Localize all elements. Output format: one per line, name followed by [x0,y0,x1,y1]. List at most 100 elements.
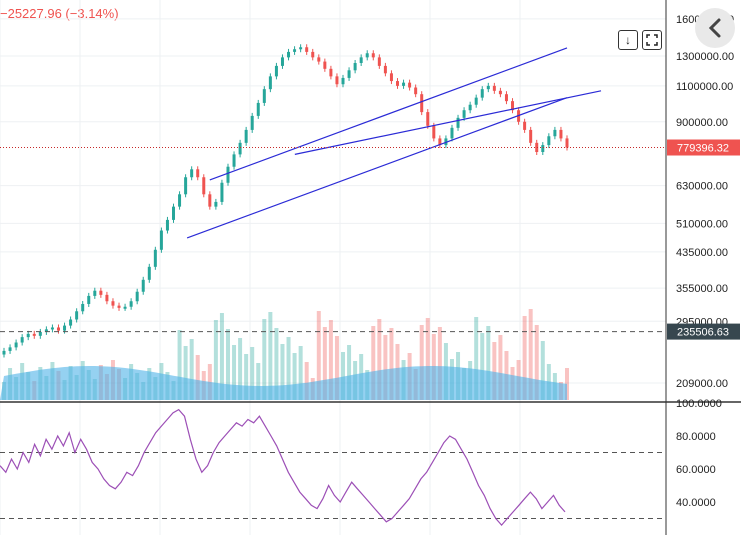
volume-bar [274,328,279,400]
volume-bar [425,318,430,400]
price-tick-label: 510000.00 [676,218,728,230]
candle-body [317,57,321,62]
volume-ma-area [0,366,567,400]
candle-body [438,138,442,146]
volume-bar [486,326,491,400]
candle-body [69,319,73,326]
volume-bar [189,339,194,400]
candle-body [456,117,460,128]
candle-body [408,82,412,88]
candle-body [44,329,48,332]
candle-body [426,112,430,126]
candle-body [420,94,424,113]
volume-bar [334,336,339,400]
volume-bar [268,312,273,400]
candle-body [480,89,484,98]
price-tick-label: 209000.00 [676,378,728,390]
volume-bar [213,320,218,400]
volume-bar [232,345,237,400]
scroll-down-button[interactable]: ↓ [618,30,638,50]
volume-bar [377,319,382,400]
candle-body [184,177,188,195]
fullscreen-button[interactable] [642,30,662,50]
candle-body [504,94,508,102]
candle-body [93,290,97,296]
candle-body [99,290,103,295]
candle-body [432,125,436,139]
volume-bar [244,354,249,400]
candle-body [486,85,490,90]
candle-body [20,337,24,343]
candle-body [389,73,393,82]
arrow-down-icon: ↓ [625,33,631,47]
volume-bar [292,353,297,400]
nav-back-button[interactable] [695,8,735,48]
channel-lines [0,47,666,333]
candle-body [56,327,60,331]
volume-bar [492,342,497,400]
candle-body [117,305,121,308]
current-price-tag: 779396.32 [677,143,729,155]
candle-body [123,306,127,309]
volume-bar [286,337,291,400]
candle-body [81,303,85,312]
volume-bar [262,319,267,400]
candle-body [165,219,169,231]
candle-body [178,194,182,207]
candle-body [214,201,218,207]
candle-body [2,350,6,355]
candle-body [553,129,557,137]
volume-ma-tag-bg [667,323,740,340]
volume-bar [534,325,539,400]
candle-body [287,51,291,58]
candle-body [208,194,212,207]
volume-bar [383,335,388,400]
candle-body [547,136,551,146]
candle-body [565,138,569,148]
candle-body [341,77,345,85]
candle-body [262,89,266,103]
candle-body [14,342,18,348]
candle-body [450,127,454,139]
rsi-pane [0,408,666,527]
volume-bar [195,355,200,400]
rsi-tick-label: 40.0000 [676,497,716,509]
candle-body [492,85,496,91]
candle-body [32,333,36,336]
price-tick-label: 1300000.00 [676,51,734,63]
fullscreen-icon [646,34,658,46]
candle-body [299,47,303,50]
price-tick-label: 630000.00 [676,181,728,193]
candle-body [414,87,418,95]
volume-bar [219,313,224,400]
candle-body [359,57,363,64]
candle-body [529,129,533,143]
current-price-tag-bg [667,139,740,156]
candle-body [329,68,333,77]
rsi-line [0,408,566,527]
candle-body [232,154,236,167]
candle-body [111,301,115,306]
candle-body [141,279,145,292]
candle-body [196,169,200,178]
volume-bar [280,344,285,400]
price-axis: 1600000.001300000.001100000.00900000.006… [667,14,740,509]
candle-body [311,51,315,58]
volume-bar [528,309,533,400]
volume-bar [371,326,376,400]
candle-body [105,294,109,302]
channel-middle-line [294,90,602,155]
candle-body [63,325,67,331]
candle-body [87,295,91,304]
candle-body [474,97,478,105]
rsi-tick-label: 60.0000 [676,464,716,476]
candle-body [498,90,502,95]
candle-body [8,347,12,351]
volume-bar [225,329,230,400]
candle-body [153,249,157,267]
candle-body [238,142,242,155]
channel-upper-line [209,47,568,181]
